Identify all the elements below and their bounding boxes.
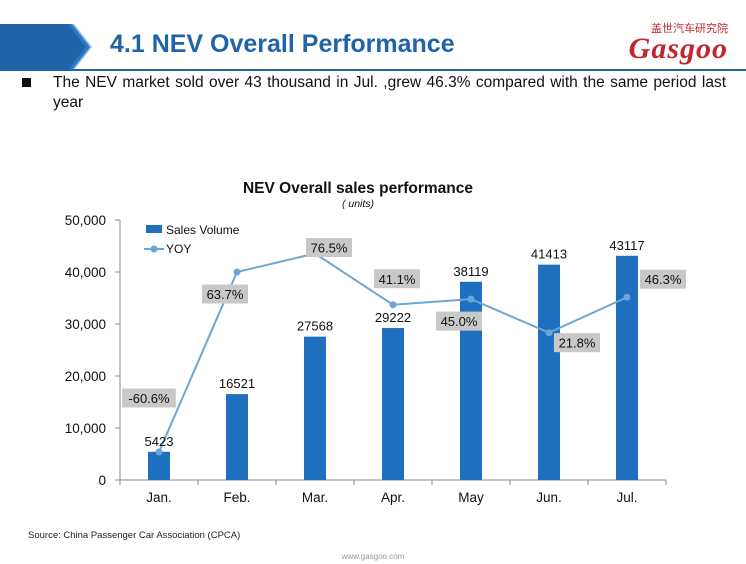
yoy-marker xyxy=(545,329,553,337)
y-tick-label: 50,000 xyxy=(65,213,106,228)
yoy-value-label: 63.7% xyxy=(207,287,244,302)
data-labels: 5423 16521 27568 29222 38119 41413 43117 -60.6%… xyxy=(122,238,686,449)
yoy-value-label: -60.6% xyxy=(128,391,170,406)
page-title: 4.1 NEV Overall Performance xyxy=(110,30,455,58)
y-tick-label: 30,000 xyxy=(65,317,106,332)
yoy-value-label: 41.1% xyxy=(379,272,416,287)
bar-series xyxy=(148,255,638,480)
yoy-marker xyxy=(155,448,163,456)
x-tick-label: Mar. xyxy=(302,490,328,505)
yoy-label-box xyxy=(554,333,600,353)
bar-value-label: 43117 xyxy=(609,238,644,253)
legend-swatch-bar xyxy=(146,225,162,233)
source-note: Source: China Passenger Car Association … xyxy=(28,530,241,541)
y-tick-label: 20,000 xyxy=(65,369,106,384)
yoy-value-label: 45.0% xyxy=(441,314,478,329)
x-tick-label: Apr. xyxy=(381,490,405,505)
bar xyxy=(538,264,560,480)
bar-value-label: 41413 xyxy=(531,247,567,262)
yoy-label-box xyxy=(374,269,420,289)
chart-title: NEV Overall sales performance xyxy=(243,180,473,197)
gasgoo-logo: 盖世汽车研究院 Gasgoo xyxy=(608,18,728,76)
chart-legend: Sales Volume YOY xyxy=(144,223,240,256)
x-tick-label: Jul. xyxy=(616,490,637,505)
bar xyxy=(616,255,638,480)
bar-value-label: 29222 xyxy=(375,310,411,325)
x-tick-label: May xyxy=(458,490,484,505)
yoy-marker xyxy=(467,295,475,303)
footer-url: www.gasgoo.com xyxy=(341,552,405,561)
bar xyxy=(226,394,248,480)
bar xyxy=(304,336,326,480)
yoy-label-box xyxy=(436,311,482,331)
bar xyxy=(382,328,404,480)
yoy-marker xyxy=(233,268,241,276)
x-tick-label: Feb. xyxy=(223,490,250,505)
chart-subtitle: ( units) xyxy=(342,198,374,210)
logo-cn-text: 盖世汽车研究院 xyxy=(651,22,728,35)
bar-value-label: 27568 xyxy=(297,319,333,334)
bar xyxy=(148,451,170,480)
y-tick-label: 40,000 xyxy=(65,265,106,280)
x-tick-label: Jan. xyxy=(146,490,172,505)
yoy-label-box xyxy=(202,284,248,304)
yoy-label-box xyxy=(640,269,686,289)
yoy-value-label: 21.8% xyxy=(559,336,596,351)
y-tick-label: 10,000 xyxy=(65,421,106,436)
header-chevron-band xyxy=(0,24,96,70)
bar-value-label: 38119 xyxy=(453,264,488,279)
title-divider xyxy=(0,69,746,71)
yoy-value-label: 76.5% xyxy=(311,241,348,256)
yoy-label-box xyxy=(122,388,176,408)
x-tick-label: Jun. xyxy=(536,490,562,505)
yoy-value-label: 46.3% xyxy=(645,272,682,287)
bullet-square xyxy=(22,78,31,87)
bar xyxy=(460,281,482,480)
yoy-marker xyxy=(623,293,631,301)
bar-value-label: 16521 xyxy=(219,376,255,391)
legend-label-bar: Sales Volume xyxy=(166,223,240,237)
legend-label-line: YOY xyxy=(166,242,191,256)
y-tick-label: 0 xyxy=(98,473,106,488)
yoy-label-box xyxy=(306,238,352,257)
logo-en-text: Gasgoo xyxy=(628,32,728,65)
summary-text: The NEV market sold over 43 thousand in … xyxy=(53,74,726,111)
legend-swatch-marker xyxy=(150,245,158,253)
yoy-marker xyxy=(389,301,397,309)
bar-value-label: 5423 xyxy=(145,434,174,449)
